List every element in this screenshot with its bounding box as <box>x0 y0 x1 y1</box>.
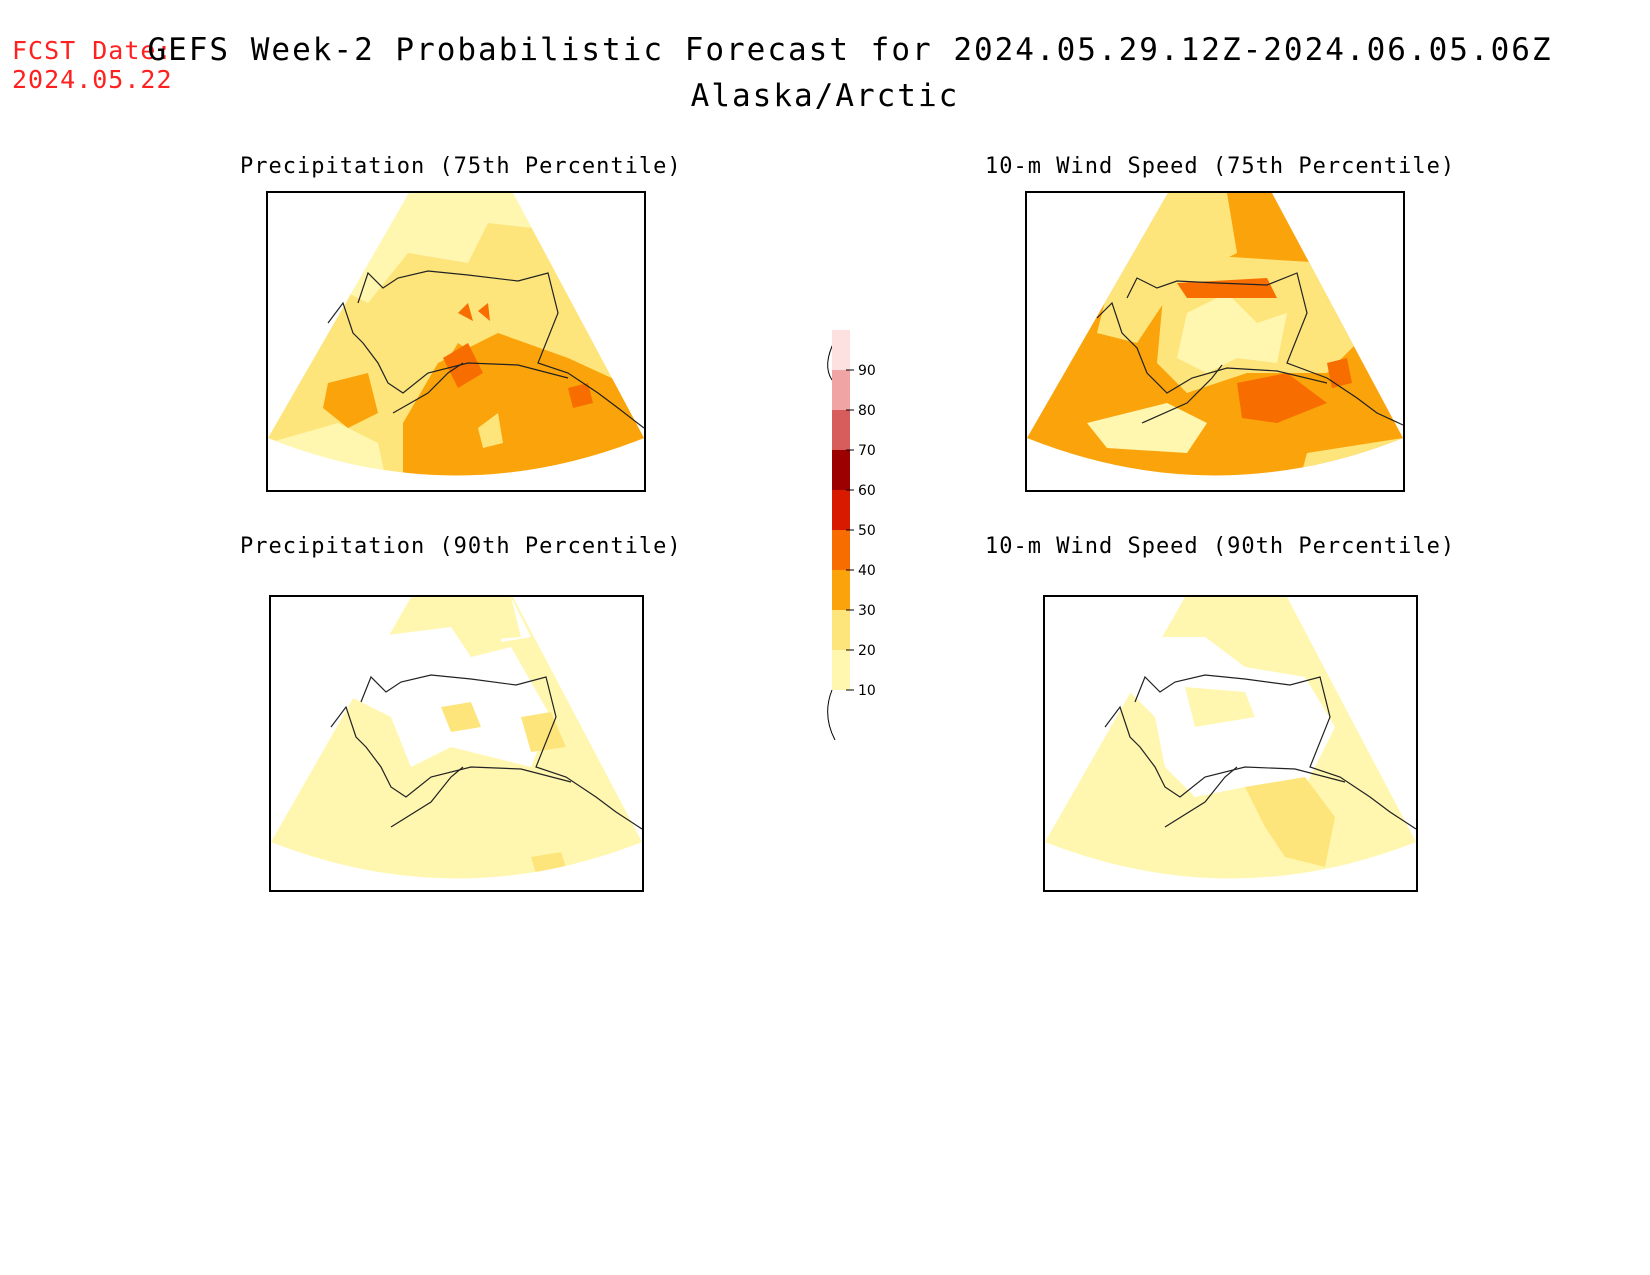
forecast-date-label: FCST Date: <box>12 36 173 65</box>
legend-label-20: 20 <box>858 643 876 659</box>
map-precip-75-svg <box>268 193 644 476</box>
legend-swatch-80 <box>832 370 850 410</box>
legend-swatch-60 <box>832 450 850 490</box>
map-wind-75 <box>1025 191 1405 492</box>
legend-label-30: 30 <box>858 603 876 619</box>
map-precip-90 <box>269 595 644 892</box>
panel-title-wind-90: 10-m Wind Speed (90th Percentile) <box>985 534 1456 559</box>
map-wind-90-svg <box>1045 597 1416 879</box>
legend-label-10: 10 <box>858 683 876 699</box>
legend-swatch-50 <box>832 490 850 530</box>
legend-label-40: 40 <box>858 563 876 579</box>
legend-swatch-20 <box>832 610 850 650</box>
panel-title-wind-75: 10-m Wind Speed (75th Percentile) <box>985 154 1456 179</box>
legend-bottom-tail <box>827 689 836 741</box>
legend-swatch-70 <box>832 410 850 450</box>
panel-title-precip-90: Precipitation (90th Percentile) <box>240 534 682 559</box>
map-wind-75-svg <box>1027 193 1403 476</box>
color-legend: 10 20 30 40 50 60 70 80 90 <box>820 330 910 741</box>
map-precip-75 <box>266 191 646 492</box>
legend-label-50: 50 <box>858 523 876 539</box>
legend-label-60: 60 <box>858 483 876 499</box>
region-subtitle: Alaska/Arctic <box>690 78 960 114</box>
legend-label-80: 80 <box>858 403 876 419</box>
map-wind-90 <box>1043 595 1418 892</box>
legend-swatch-90 <box>832 330 850 370</box>
color-legend-svg: 10 20 30 40 50 60 70 80 90 <box>827 330 876 741</box>
legend-label-90: 90 <box>858 363 876 379</box>
legend-swatch-30 <box>832 570 850 610</box>
legend-swatch-10 <box>832 650 850 690</box>
panel-title-precip-75: Precipitation (75th Percentile) <box>240 154 682 179</box>
legend-swatch-40 <box>832 530 850 570</box>
page-title: GEFS Week-2 Probabilistic Forecast for 2… <box>147 32 1553 68</box>
forecast-date-value: 2024.05.22 <box>12 65 173 94</box>
legend-label-70: 70 <box>858 443 876 459</box>
map-precip-90-svg <box>271 597 642 879</box>
forecast-date-block: FCST Date: 2024.05.22 <box>12 36 173 94</box>
